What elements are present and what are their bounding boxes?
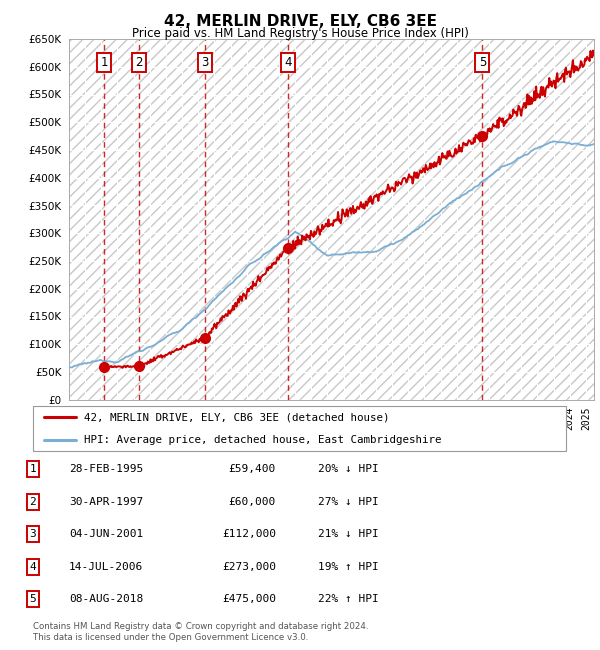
Text: 4: 4: [29, 562, 37, 572]
Text: 1: 1: [100, 56, 108, 69]
Text: HPI: Average price, detached house, East Cambridgeshire: HPI: Average price, detached house, East…: [84, 435, 442, 445]
Text: 1: 1: [29, 464, 37, 474]
Text: 3: 3: [29, 529, 37, 539]
Text: £273,000: £273,000: [222, 562, 276, 572]
Text: 2: 2: [29, 497, 37, 507]
Text: 4: 4: [284, 56, 292, 69]
Text: 27% ↓ HPI: 27% ↓ HPI: [318, 497, 379, 507]
Text: 08-AUG-2018: 08-AUG-2018: [69, 594, 143, 604]
Text: Price paid vs. HM Land Registry's House Price Index (HPI): Price paid vs. HM Land Registry's House …: [131, 27, 469, 40]
Text: £59,400: £59,400: [229, 464, 276, 474]
Text: 14-JUL-2006: 14-JUL-2006: [69, 562, 143, 572]
Text: 5: 5: [29, 594, 37, 604]
Text: 28-FEB-1995: 28-FEB-1995: [69, 464, 143, 474]
Text: 42, MERLIN DRIVE, ELY, CB6 3EE: 42, MERLIN DRIVE, ELY, CB6 3EE: [163, 14, 437, 29]
Text: 5: 5: [479, 56, 486, 69]
FancyBboxPatch shape: [33, 406, 566, 451]
Text: 19% ↑ HPI: 19% ↑ HPI: [318, 562, 379, 572]
Text: £112,000: £112,000: [222, 529, 276, 539]
Text: 30-APR-1997: 30-APR-1997: [69, 497, 143, 507]
Text: 04-JUN-2001: 04-JUN-2001: [69, 529, 143, 539]
Text: 2: 2: [135, 56, 143, 69]
Text: 20% ↓ HPI: 20% ↓ HPI: [318, 464, 379, 474]
Text: 21% ↓ HPI: 21% ↓ HPI: [318, 529, 379, 539]
Text: £475,000: £475,000: [222, 594, 276, 604]
Text: £60,000: £60,000: [229, 497, 276, 507]
Text: 42, MERLIN DRIVE, ELY, CB6 3EE (detached house): 42, MERLIN DRIVE, ELY, CB6 3EE (detached…: [84, 413, 389, 422]
Text: 22% ↑ HPI: 22% ↑ HPI: [318, 594, 379, 604]
Text: 3: 3: [202, 56, 209, 69]
Text: Contains HM Land Registry data © Crown copyright and database right 2024.
This d: Contains HM Land Registry data © Crown c…: [33, 622, 368, 642]
